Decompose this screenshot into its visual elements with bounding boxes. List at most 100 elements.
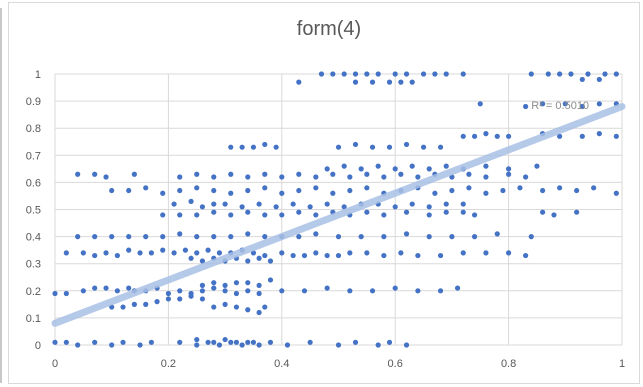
scatter-point[interactable] bbox=[335, 144, 342, 150]
scatter-point[interactable] bbox=[165, 290, 171, 297]
scatter-point[interactable] bbox=[352, 141, 359, 148]
scatter-point[interactable] bbox=[296, 79, 302, 85]
scatter-point[interactable] bbox=[500, 187, 506, 194]
scatter-point[interactable] bbox=[375, 163, 381, 169]
scatter-point[interactable] bbox=[228, 339, 234, 345]
scatter-point[interactable] bbox=[160, 190, 166, 196]
scatter-point[interactable] bbox=[381, 174, 387, 180]
scatter-point[interactable] bbox=[211, 285, 217, 291]
scatter-point[interactable] bbox=[160, 247, 166, 253]
scatter-point[interactable] bbox=[540, 187, 546, 194]
scatter-point[interactable] bbox=[432, 71, 438, 77]
scatter-point[interactable] bbox=[437, 252, 444, 259]
scatter-point[interactable] bbox=[375, 342, 381, 348]
scatter-point[interactable] bbox=[471, 234, 478, 240]
scatter-point[interactable] bbox=[92, 171, 98, 177]
scatter-point[interactable] bbox=[443, 71, 449, 77]
scatter-point[interactable] bbox=[330, 71, 336, 77]
scatter-point[interactable] bbox=[528, 234, 534, 240]
scatter-point[interactable] bbox=[313, 231, 319, 237]
scatter-point[interactable] bbox=[352, 79, 359, 85]
scatter-point[interactable] bbox=[177, 339, 183, 345]
scatter-point[interactable] bbox=[245, 258, 251, 264]
scatter-point[interactable] bbox=[245, 209, 251, 215]
scatter-point[interactable] bbox=[228, 212, 234, 218]
scatter-point[interactable] bbox=[426, 212, 432, 218]
scatter-point[interactable] bbox=[245, 288, 251, 294]
scatter-point[interactable] bbox=[347, 187, 353, 194]
scatter-point[interactable] bbox=[290, 252, 296, 259]
scatter-point[interactable] bbox=[613, 71, 619, 77]
scatter-point[interactable] bbox=[194, 336, 200, 343]
scatter-point[interactable] bbox=[426, 166, 432, 172]
scatter-point[interactable] bbox=[330, 190, 336, 196]
scatter-point[interactable] bbox=[591, 185, 597, 191]
scatter-point[interactable] bbox=[222, 282, 228, 288]
scatter-point[interactable] bbox=[483, 163, 489, 169]
scatter-point[interactable] bbox=[262, 234, 268, 240]
scatter-point[interactable] bbox=[392, 204, 398, 210]
scatter-point[interactable] bbox=[596, 101, 602, 107]
scatter-point[interactable] bbox=[239, 204, 245, 210]
scatter-point[interactable] bbox=[75, 234, 81, 240]
scatter-point[interactable] bbox=[120, 304, 126, 310]
scatter-point[interactable] bbox=[313, 212, 319, 218]
scatter-point[interactable] bbox=[245, 174, 251, 180]
scatter-point[interactable] bbox=[114, 252, 120, 259]
scatter-point[interactable] bbox=[177, 187, 183, 194]
scatter-point[interactable] bbox=[228, 190, 234, 196]
scatter-point[interactable] bbox=[137, 250, 143, 256]
scatter-point[interactable] bbox=[245, 187, 251, 194]
scatter-point[interactable] bbox=[273, 204, 279, 210]
scatter-point[interactable] bbox=[262, 171, 268, 177]
scatter-point[interactable] bbox=[75, 342, 81, 348]
scatter-point[interactable] bbox=[579, 76, 585, 83]
scatter-point[interactable] bbox=[506, 250, 512, 256]
scatter-point[interactable] bbox=[171, 201, 177, 207]
scatter-point[interactable] bbox=[199, 204, 206, 210]
scatter-point[interactable] bbox=[534, 163, 540, 169]
scatter-point[interactable] bbox=[381, 212, 387, 218]
scatter-point[interactable] bbox=[523, 174, 529, 180]
scatter-point[interactable] bbox=[245, 231, 251, 237]
scatter-point[interactable] bbox=[80, 288, 86, 294]
scatter-point[interactable] bbox=[262, 252, 268, 259]
scatter-point[interactable] bbox=[364, 185, 370, 191]
scatter-point[interactable] bbox=[313, 250, 319, 256]
scatter-point[interactable] bbox=[307, 204, 313, 210]
scatter-point[interactable] bbox=[364, 71, 370, 77]
scatter-point[interactable] bbox=[551, 212, 557, 218]
scatter-point[interactable] bbox=[324, 201, 330, 207]
scatter-point[interactable] bbox=[228, 144, 234, 150]
scatter-point[interactable] bbox=[460, 201, 466, 207]
scatter-point[interactable] bbox=[194, 250, 200, 256]
scatter-point[interactable] bbox=[313, 185, 319, 191]
scatter-point[interactable] bbox=[239, 342, 245, 348]
scatter-point[interactable] bbox=[233, 290, 240, 297]
scatter-point[interactable] bbox=[403, 342, 410, 348]
scatter-point[interactable] bbox=[483, 174, 489, 180]
scatter-point[interactable] bbox=[364, 171, 370, 177]
scatter-point[interactable] bbox=[216, 250, 223, 256]
scatter-point[interactable] bbox=[63, 339, 69, 345]
scatter-point[interactable] bbox=[177, 231, 183, 237]
scatter-point[interactable] bbox=[335, 342, 342, 348]
scatter-point[interactable] bbox=[205, 247, 211, 253]
scatter-point[interactable] bbox=[211, 201, 217, 207]
scatter-point[interactable] bbox=[335, 234, 342, 240]
scatter-point[interactable] bbox=[177, 174, 183, 180]
scatter-point[interactable] bbox=[579, 133, 585, 139]
trendline[interactable] bbox=[51, 103, 626, 327]
scatter-point[interactable] bbox=[256, 342, 262, 348]
scatter-point[interactable] bbox=[443, 209, 449, 215]
scatter-point[interactable] bbox=[256, 201, 262, 207]
scatter-point[interactable] bbox=[352, 71, 359, 77]
scatter-point[interactable] bbox=[92, 339, 98, 345]
scatter-point[interactable] bbox=[483, 250, 489, 256]
scatter-point[interactable] bbox=[341, 163, 347, 169]
scatter-point[interactable] bbox=[92, 285, 98, 291]
scatter-point[interactable] bbox=[131, 171, 137, 177]
scatter-point[interactable] bbox=[199, 258, 206, 264]
scatter-point[interactable] bbox=[273, 144, 279, 150]
scatter-point[interactable] bbox=[109, 234, 115, 240]
